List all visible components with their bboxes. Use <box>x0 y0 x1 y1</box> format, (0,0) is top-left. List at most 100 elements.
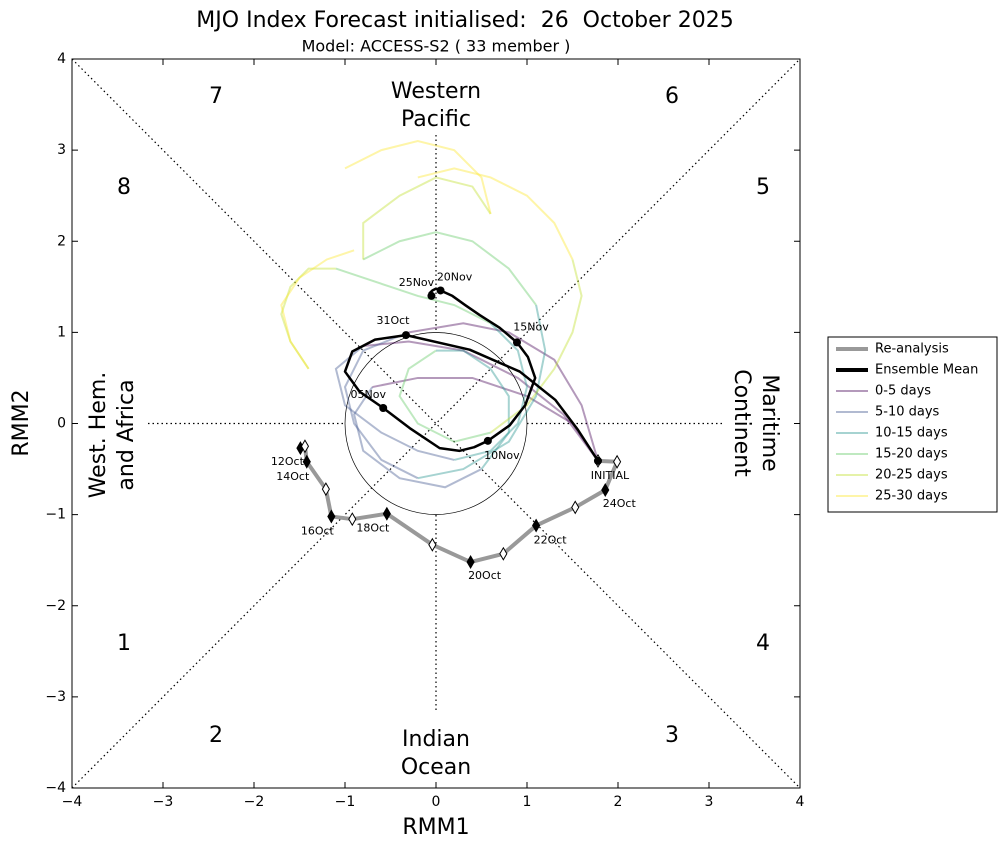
legend-label: 25-30 days <box>875 489 948 504</box>
reanalysis-marker <box>302 454 311 469</box>
reanalysis-marker <box>428 537 437 552</box>
member-line <box>280 267 336 370</box>
mean-marker <box>593 456 602 465</box>
unit-circle <box>344 332 528 515</box>
mean-marker <box>401 331 410 340</box>
date-label: INITIAL <box>591 469 630 482</box>
reanalysis-marker <box>532 518 541 533</box>
x-tick-label: −3 <box>153 794 174 810</box>
x-tick-label: 3 <box>705 794 714 810</box>
reanalysis-marker <box>601 483 610 498</box>
member-line <box>453 322 529 461</box>
date-label: 22Oct <box>534 534 568 547</box>
member-line <box>280 249 355 370</box>
x-axis-label: RMM1 <box>402 815 469 840</box>
date-label: 31Oct <box>376 314 410 327</box>
region-label: Pacific <box>401 107 471 132</box>
y-tick-label: −3 <box>45 689 66 705</box>
legend-label: 15-20 days <box>875 447 948 462</box>
y-tick-label: 3 <box>57 142 66 158</box>
mean-marker <box>436 286 445 295</box>
date-label: 20Nov <box>437 270 473 283</box>
legend-frame <box>827 336 998 513</box>
member-line <box>363 340 599 462</box>
date-label: 16Oct <box>301 524 335 537</box>
legend-label: 10-15 days <box>875 426 948 441</box>
date-label: 10Nov <box>484 449 520 462</box>
reanalysis-marker <box>466 555 475 570</box>
reanalysis-marker <box>321 482 330 497</box>
x-tick-label: −1 <box>335 794 356 810</box>
member-line <box>436 349 510 470</box>
x-tick-label: 0 <box>432 794 441 810</box>
reanalysis-marker <box>382 506 391 521</box>
mean-marker <box>427 291 436 300</box>
phase-number: 1 <box>117 631 131 656</box>
y-tick-label: −1 <box>45 507 66 523</box>
phase-number: 6 <box>665 84 679 109</box>
mean-marker <box>512 338 521 347</box>
region-label: Ocean <box>401 755 471 780</box>
member-line <box>362 176 492 260</box>
reanalysis-marker <box>348 512 357 527</box>
phase-divider <box>71 58 801 789</box>
member-line <box>334 345 455 461</box>
y-tick-label: 1 <box>57 324 66 340</box>
mean-marker <box>379 404 388 413</box>
date-label: 18Oct <box>356 522 390 535</box>
mean-marker <box>483 436 492 445</box>
region-label: Indian <box>402 727 470 752</box>
x-tick-label: 1 <box>523 794 532 810</box>
date-label: 05Nov <box>350 388 386 401</box>
member-line <box>343 331 419 480</box>
chart-subtitle: Model: ACCESS-S2 ( 33 member ) <box>302 37 571 56</box>
date-label: 25Nov <box>399 276 435 289</box>
member-line <box>362 231 537 306</box>
member-line <box>353 386 482 489</box>
y-tick-label: 2 <box>57 233 66 249</box>
phase-number: 2 <box>209 723 223 748</box>
plot-frame <box>71 58 801 789</box>
member-line <box>408 322 599 462</box>
region-label: West. Hem. <box>86 372 111 499</box>
phase-divider <box>71 58 801 789</box>
member-line <box>417 167 574 260</box>
x-tick-label: −4 <box>62 794 83 810</box>
x-tick-label: 4 <box>796 794 805 810</box>
x-tick-label: 2 <box>614 794 623 810</box>
reanalysis-marker <box>613 454 622 469</box>
date-label: 15Nov <box>513 320 549 333</box>
y-axis-label: RMM2 <box>9 389 34 456</box>
region-label: Western <box>391 79 481 104</box>
legend-label: Ensemble Mean <box>875 363 978 378</box>
legend-label: 5-10 days <box>875 405 940 420</box>
reanalysis-marker <box>571 500 580 515</box>
legend-label: 20-25 days <box>875 468 948 483</box>
y-tick-label: 4 <box>57 51 66 67</box>
y-tick-label: −2 <box>45 598 66 614</box>
member-line <box>417 304 547 480</box>
phase-number: 8 <box>117 175 131 200</box>
x-tick-label: −2 <box>244 794 265 810</box>
phase-number: 4 <box>756 631 770 656</box>
member-line <box>344 139 492 215</box>
phase-number: 7 <box>209 84 223 109</box>
region-label: Maritime <box>757 374 782 471</box>
y-tick-label: 0 <box>57 416 66 432</box>
member-line <box>398 349 491 443</box>
reanalysis-marker <box>327 509 336 524</box>
phase-number: 3 <box>665 723 679 748</box>
phase-number: 5 <box>756 175 770 200</box>
date-label: 12Oct <box>271 455 305 468</box>
region-label: and Africa <box>114 379 139 490</box>
y-tick-label: −4 <box>45 780 66 796</box>
member-line <box>335 267 492 325</box>
reanalysis-marker <box>300 439 310 454</box>
legend-label: Re-analysis <box>875 342 949 357</box>
reanalysis-marker <box>499 546 508 561</box>
date-label: 14Oct <box>276 470 310 483</box>
region-label: Continent <box>729 369 754 477</box>
legend-label: 0-5 days <box>875 384 931 399</box>
chart-title: MJO Index Forecast initialised: 26 Octob… <box>196 8 733 33</box>
